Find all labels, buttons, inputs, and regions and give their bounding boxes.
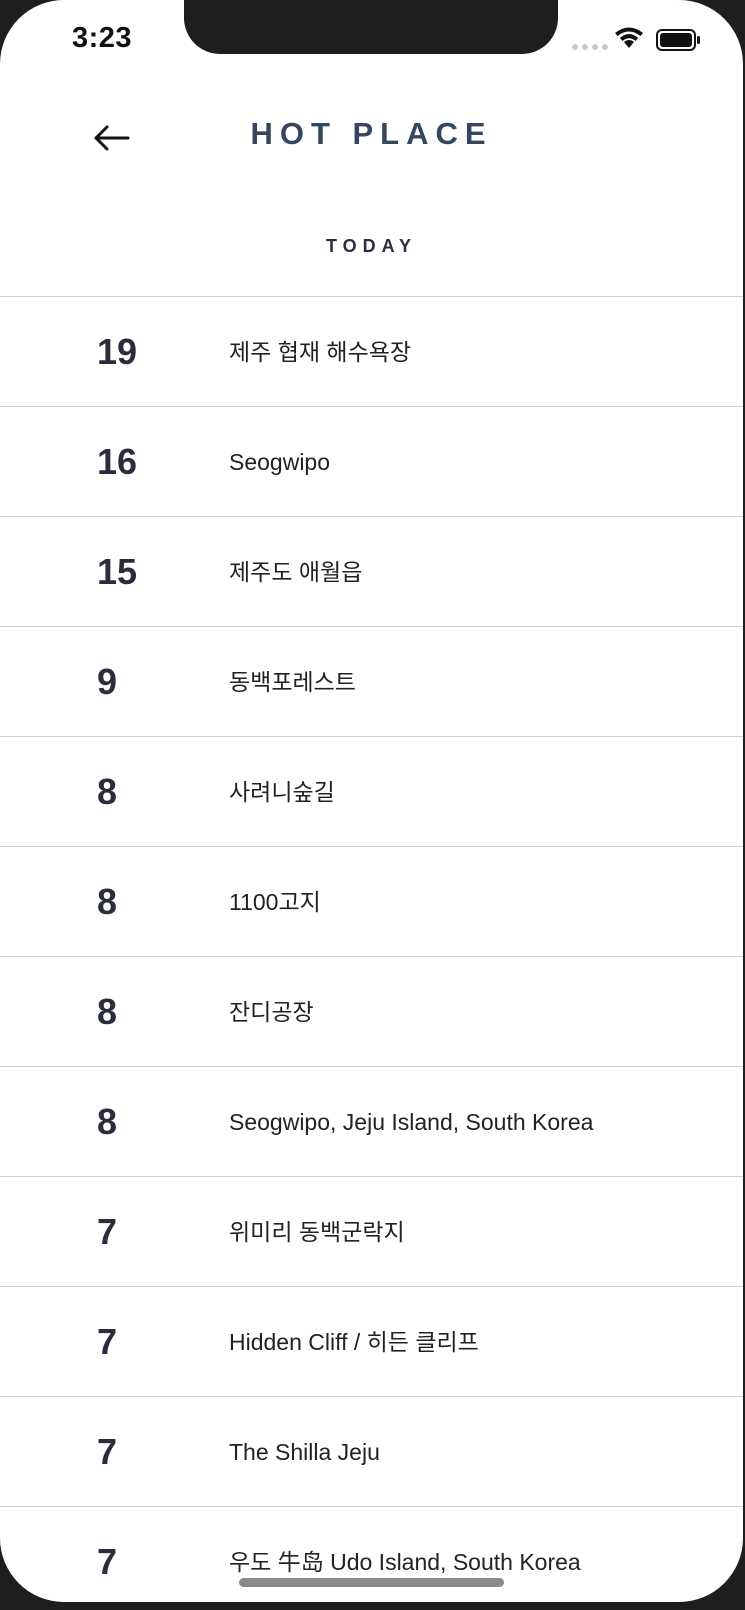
nav-bar: HOT PLACE <box>0 100 743 176</box>
place-name: 제주도 애월읍 <box>229 558 363 585</box>
place-name: 우도 牛岛 Udo Island, South Korea <box>229 1548 581 1575</box>
battery-icon <box>656 29 700 51</box>
list-item[interactable]: 7 위미리 동백군락지 <box>0 1177 743 1287</box>
wifi-icon <box>615 27 643 48</box>
section-label: TODAY <box>325 236 418 256</box>
notch <box>184 0 558 54</box>
place-name: 동백포레스트 <box>229 668 356 695</box>
list-item[interactable]: 8 Seogwipo, Jeju Island, South Korea <box>0 1067 743 1177</box>
list-item[interactable]: 8 사려니숲길 <box>0 737 743 847</box>
visit-count: 8 <box>97 990 118 1032</box>
place-name: 위미리 동백군락지 <box>229 1218 405 1245</box>
visit-count: 7 <box>97 1540 118 1582</box>
place-name: 1100고지 <box>229 888 321 915</box>
list-item[interactable]: 7 우도 牛岛 Udo Island, South Korea <box>0 1507 743 1602</box>
list-item[interactable]: 9 동백포레스트 <box>0 627 743 737</box>
place-name: Hidden Cliff / 히든 클리프 <box>229 1328 479 1355</box>
cellular-signal-icon <box>572 44 608 50</box>
list-item[interactable]: 8 1100고지 <box>0 847 743 957</box>
place-name: Seogwipo, Jeju Island, South Korea <box>229 1108 594 1135</box>
visit-count: 8 <box>97 1100 118 1142</box>
place-name: The Shilla Jeju <box>229 1438 380 1465</box>
visit-count: 16 <box>97 440 138 482</box>
visit-count: 9 <box>97 660 118 702</box>
list-item[interactable]: 7 Hidden Cliff / 히든 클리프 <box>0 1287 743 1397</box>
home-indicator[interactable] <box>239 1578 504 1587</box>
visit-count: 8 <box>97 880 118 922</box>
visit-count: 8 <box>97 770 118 812</box>
visit-count: 7 <box>97 1210 118 1252</box>
arrow-left-icon[interactable] <box>92 120 132 156</box>
place-name: 사려니숲길 <box>229 778 335 805</box>
visit-count: 7 <box>97 1320 118 1362</box>
page-title: HOT PLACE <box>250 116 493 151</box>
visit-count: 19 <box>97 330 138 372</box>
list-item[interactable]: 15 제주도 애월읍 <box>0 517 743 627</box>
list-item[interactable]: 7 The Shilla Jeju <box>0 1397 743 1507</box>
list-item[interactable]: 16 Seogwipo <box>0 407 743 517</box>
places-list: 19 제주 협재 해수욕장 16 Seogwipo 15 제주도 애월읍 9 동… <box>0 296 743 1602</box>
visit-count: 7 <box>97 1430 118 1472</box>
status-time: 3:23 <box>72 22 133 54</box>
place-name: 잔디공장 <box>229 998 314 1025</box>
visit-count: 15 <box>97 550 138 592</box>
list-item[interactable]: 19 제주 협재 해수욕장 <box>0 297 743 407</box>
list-item[interactable]: 8 잔디공장 <box>0 957 743 1067</box>
place-name: Seogwipo <box>229 448 331 475</box>
place-name: 제주 협재 해수욕장 <box>229 338 412 365</box>
